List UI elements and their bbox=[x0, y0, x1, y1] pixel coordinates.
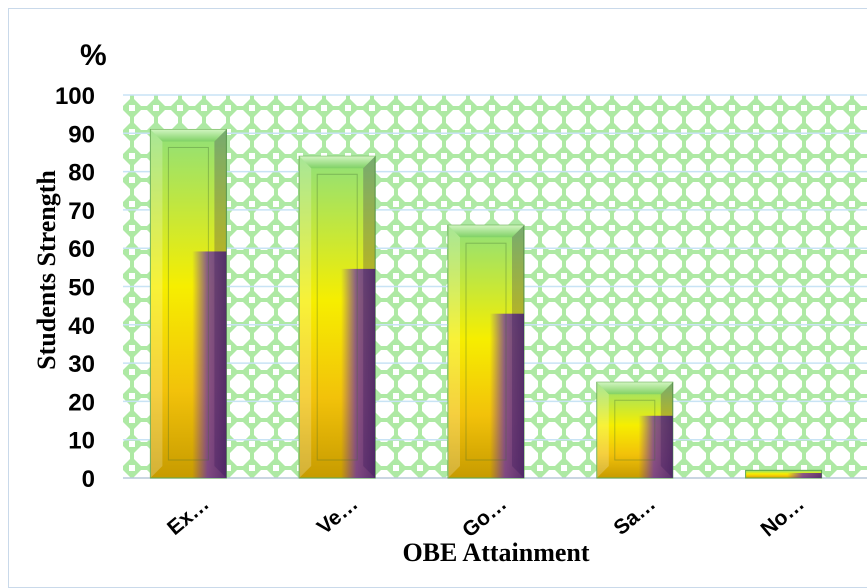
x-category-label: Ve… bbox=[313, 492, 363, 539]
bar bbox=[745, 469, 823, 479]
y-tick-label: 70 bbox=[68, 198, 95, 225]
y-tick-label: 40 bbox=[68, 313, 95, 340]
x-category-labels: Ex… Ve… Go… Sa… No… bbox=[163, 492, 809, 542]
y-tick-label: 20 bbox=[68, 389, 95, 416]
x-category-label: Ex… bbox=[163, 492, 214, 540]
bar bbox=[149, 128, 227, 479]
x-category-label: Go… bbox=[458, 492, 511, 542]
y-tick-labels: 0 10 20 30 40 50 60 70 80 90 100 bbox=[55, 83, 95, 493]
y-tick-label: 10 bbox=[68, 428, 95, 455]
bar bbox=[596, 381, 674, 479]
y-tick-label: 30 bbox=[68, 351, 95, 378]
y-tick-label: 100 bbox=[55, 83, 95, 110]
y-tick-label: 0 bbox=[82, 466, 95, 493]
y-tick-label: 80 bbox=[68, 160, 95, 187]
y-tick-label: 90 bbox=[68, 121, 95, 148]
bars bbox=[149, 128, 823, 479]
y-axis-title: Students Strength bbox=[32, 170, 61, 370]
y-tick-label: 50 bbox=[68, 275, 95, 302]
x-axis-title: OBE Attainment bbox=[402, 538, 589, 567]
bar bbox=[298, 155, 376, 479]
y-unit-label: % bbox=[80, 39, 107, 72]
bar bbox=[447, 224, 525, 479]
x-category-label: Sa… bbox=[609, 492, 660, 540]
x-category-label: No… bbox=[756, 492, 808, 541]
y-tick-label: 60 bbox=[68, 236, 95, 263]
bar-chart: 0 10 20 30 40 50 60 70 80 90 100 Ex… Ve… Go… Sa… No… %… bbox=[32, 39, 867, 567]
